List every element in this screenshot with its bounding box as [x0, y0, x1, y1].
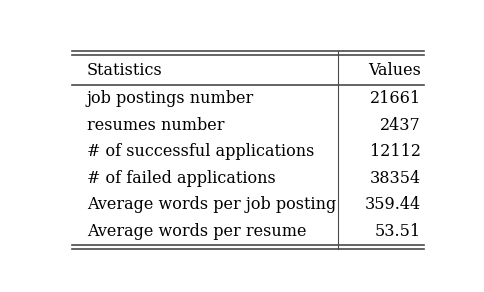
Text: 359.44: 359.44	[364, 196, 421, 213]
Text: Statistics: Statistics	[87, 62, 163, 79]
Text: 2437: 2437	[380, 117, 421, 133]
Text: 12112: 12112	[370, 143, 421, 160]
Text: # of successful applications: # of successful applications	[87, 143, 314, 160]
Text: 38354: 38354	[369, 170, 421, 187]
Text: Average words per job posting: Average words per job posting	[87, 196, 336, 213]
Text: Average words per resume: Average words per resume	[87, 223, 306, 240]
Text: 21661: 21661	[369, 90, 421, 107]
Text: # of failed applications: # of failed applications	[87, 170, 275, 187]
Text: Values: Values	[368, 62, 421, 79]
Text: resumes number: resumes number	[87, 117, 224, 133]
Text: 53.51: 53.51	[375, 223, 421, 240]
Text: job postings number: job postings number	[87, 90, 254, 107]
